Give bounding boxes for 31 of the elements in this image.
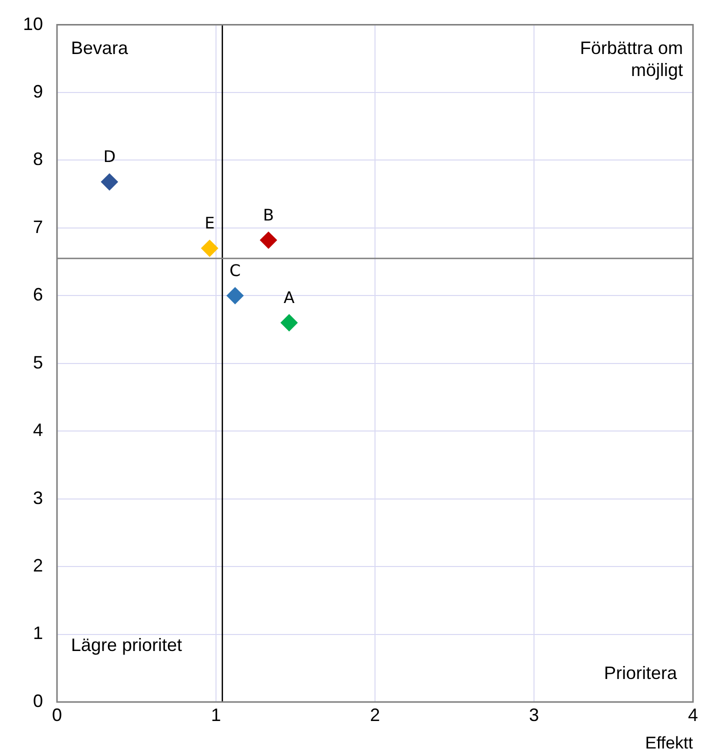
y-tick-label: 2 bbox=[32, 556, 43, 576]
x-tick-label: 2 bbox=[370, 704, 380, 725]
y-tick-label: 1 bbox=[32, 623, 43, 644]
point bbox=[100, 173, 118, 190]
x-tick-label: 1 bbox=[210, 704, 222, 725]
series-label: E bbox=[204, 213, 215, 232]
point bbox=[280, 314, 298, 332]
annotation: Prioritera bbox=[604, 662, 677, 684]
x-tick-label: 3 bbox=[528, 704, 540, 725]
series-label: A bbox=[284, 288, 295, 307]
y-tick-label: 9 bbox=[32, 81, 43, 102]
y-tick-label: 10 bbox=[22, 14, 43, 34]
series-label: B bbox=[262, 205, 274, 224]
series-label: C bbox=[229, 260, 241, 280]
y-tick-label: 8 bbox=[32, 149, 43, 170]
y-tick-label: 5 bbox=[32, 352, 43, 372]
y-tick-label: 6 bbox=[32, 284, 43, 305]
x-tick-label: 4 bbox=[688, 704, 698, 725]
annotation: Förbättra om möjligt bbox=[578, 36, 683, 81]
point bbox=[226, 287, 244, 304]
y-tick-label: 4 bbox=[32, 420, 43, 440]
x-tick-label: 0 bbox=[52, 704, 62, 725]
point bbox=[260, 232, 277, 249]
y-tick-label: 3 bbox=[32, 488, 43, 508]
series-label: D bbox=[103, 147, 116, 166]
point bbox=[201, 240, 218, 257]
y-tick-label: 0 bbox=[32, 690, 43, 711]
y-tick-label: 7 bbox=[32, 216, 43, 237]
annotation: Lägre prioritet bbox=[71, 634, 182, 656]
x-axis-title: Effektt bbox=[645, 733, 694, 752]
annotation: Bevara bbox=[71, 36, 128, 59]
